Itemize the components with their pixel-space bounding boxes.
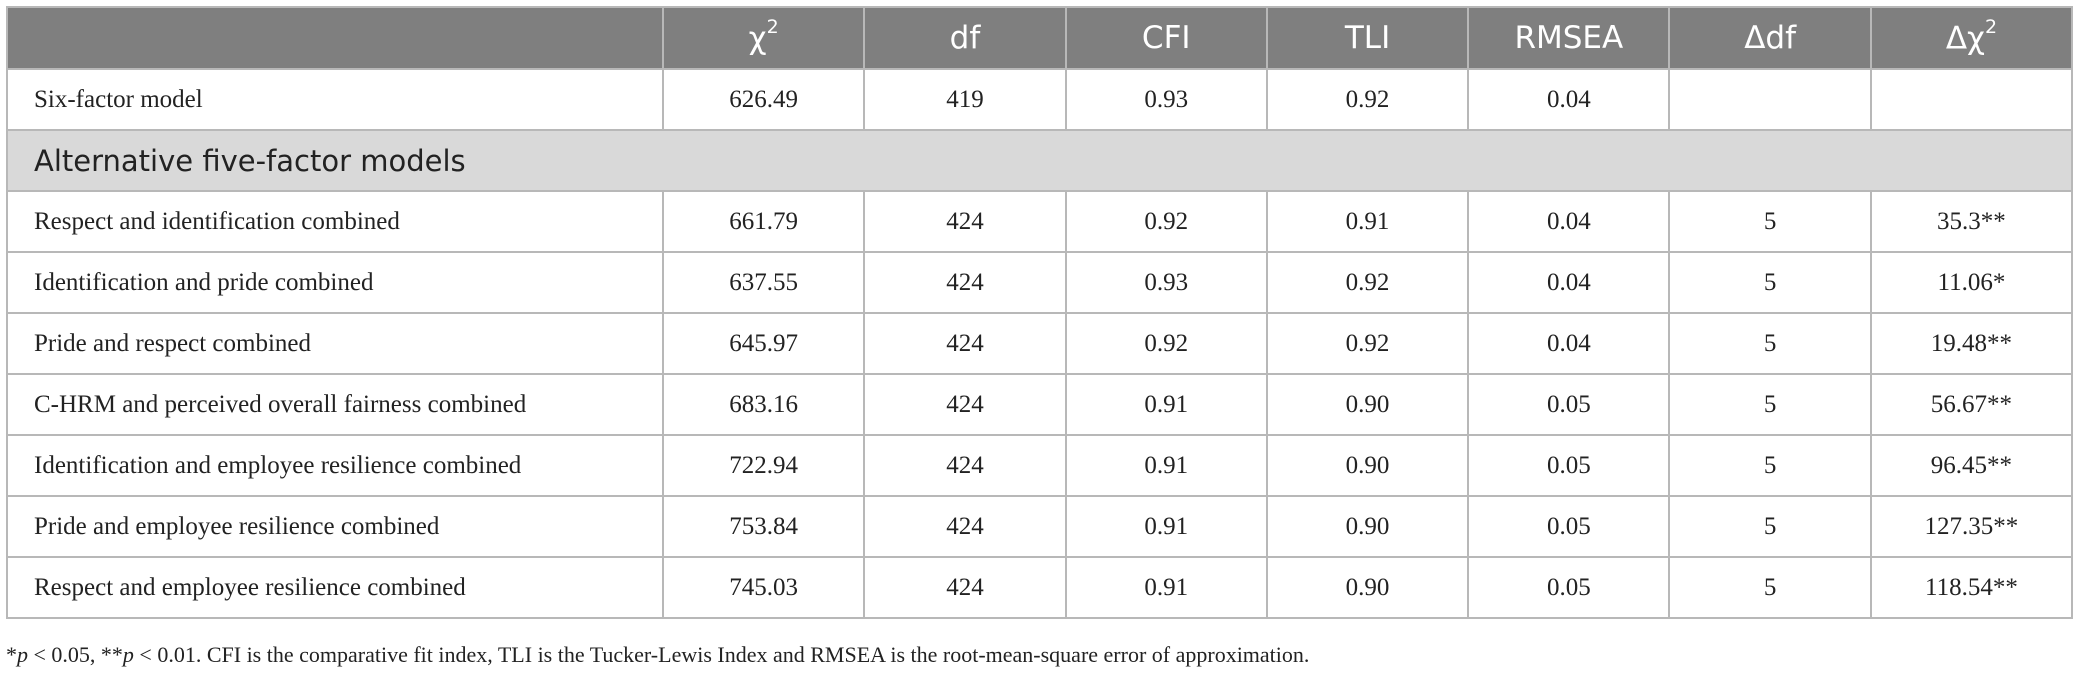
- delta-chi-square-cell: 19.48**: [1869, 312, 2074, 375]
- header-df: df: [863, 6, 1067, 70]
- chi-square-cell: 745.03: [661, 556, 866, 619]
- tli-cell: 0.90: [1265, 373, 1470, 436]
- chi-square-cell: 645.97: [661, 312, 866, 375]
- rmsea-cell: 0.04: [1467, 251, 1671, 314]
- header-cfi: CFI: [1064, 6, 1268, 70]
- delta-df-cell: 5: [1668, 373, 1872, 436]
- model-name-cell: Identification and employee resilience c…: [6, 434, 664, 497]
- model-fit-table: χ2 df CFI TLI RMSEA Δdf Δχ2 Six-factor m…: [5, 6, 2074, 619]
- df-cell: 424: [863, 556, 1067, 619]
- tli-cell: 0.90: [1265, 434, 1470, 497]
- cfi-cell: 0.91: [1064, 556, 1268, 619]
- model-name-cell: Identification and pride combined: [6, 251, 664, 314]
- table-row: Respect and identification combined 661.…: [6, 190, 2074, 253]
- delta-chi-square-cell: 56.67**: [1869, 373, 2074, 436]
- rmsea-cell: 0.05: [1467, 495, 1671, 558]
- header-tli: TLI: [1265, 6, 1470, 70]
- table-row: Pride and respect combined 645.97 424 0.…: [6, 312, 2074, 375]
- df-cell: 424: [863, 434, 1067, 497]
- model-name-cell: Respect and identification combined: [6, 190, 664, 253]
- table-container: χ2 df CFI TLI RMSEA Δdf Δχ2 Six-factor m…: [5, 6, 2074, 619]
- tli-cell: 0.90: [1265, 556, 1470, 619]
- delta-chi-square-cell: 35.3**: [1869, 190, 2074, 253]
- model-name-cell: C-HRM and perceived overall fairness com…: [6, 373, 664, 436]
- rmsea-cell: 0.04: [1467, 312, 1671, 375]
- delta-chi-square-cell: 11.06*: [1869, 251, 2074, 314]
- tli-cell: 0.92: [1265, 68, 1470, 131]
- table-row: Identification and pride combined 637.55…: [6, 251, 2074, 314]
- df-cell: 419: [863, 68, 1067, 131]
- rmsea-cell: 0.05: [1467, 556, 1671, 619]
- delta-df-cell: 5: [1668, 434, 1872, 497]
- chi-square-cell: 683.16: [661, 373, 866, 436]
- tli-cell: 0.92: [1265, 312, 1470, 375]
- df-cell: 424: [863, 495, 1067, 558]
- model-name-cell: Six-factor model: [6, 68, 664, 131]
- cfi-cell: 0.92: [1064, 190, 1268, 253]
- cfi-cell: 0.91: [1064, 373, 1268, 436]
- table-row-baseline: Six-factor model 626.49 419 0.93 0.92 0.…: [6, 68, 2074, 131]
- header-delta-chi-square: Δχ2: [1869, 6, 2074, 70]
- table-row: Identification and employee resilience c…: [6, 434, 2074, 497]
- delta-df-cell: 5: [1668, 251, 1872, 314]
- section-row: Alternative five-factor models: [5, 129, 2074, 192]
- df-cell: 424: [863, 312, 1067, 375]
- delta-df-cell: 5: [1668, 495, 1872, 558]
- header-row: χ2 df CFI TLI RMSEA Δdf Δχ2: [6, 6, 2074, 70]
- delta-df-cell: 5: [1668, 190, 1872, 253]
- rmsea-cell: 0.05: [1467, 373, 1671, 436]
- cfi-cell: 0.93: [1064, 68, 1268, 131]
- delta-chi-square-cell: 96.45**: [1869, 434, 2074, 497]
- chi-square-cell: 753.84: [661, 495, 866, 558]
- delta-chi-square-cell: 118.54**: [1869, 556, 2074, 619]
- header-model: [6, 6, 664, 70]
- model-name-cell: Pride and respect combined: [6, 312, 664, 375]
- table-row: C-HRM and perceived overall fairness com…: [6, 373, 2074, 436]
- table-footnote: *p < 0.05, **p < 0.01. CFI is the compar…: [6, 642, 1310, 667]
- df-cell: 424: [863, 251, 1067, 314]
- chi-square-cell: 722.94: [661, 434, 866, 497]
- header-chi-square: χ2: [661, 6, 866, 70]
- df-cell: 424: [863, 190, 1067, 253]
- chi-square-cell: 661.79: [661, 190, 866, 253]
- table-row: Pride and employee resilience combined 7…: [6, 495, 2074, 558]
- table-row: Respect and employee resilience combined…: [6, 556, 2074, 619]
- cfi-cell: 0.91: [1064, 434, 1268, 497]
- delta-chi-square-cell: [1869, 68, 2074, 131]
- cfi-cell: 0.92: [1064, 312, 1268, 375]
- chi-square-cell: 626.49: [661, 68, 866, 131]
- delta-df-cell: 5: [1668, 312, 1872, 375]
- section-title: Alternative five-factor models: [5, 129, 2074, 192]
- delta-chi-square-cell: 127.35**: [1869, 495, 2074, 558]
- delta-df-cell: 5: [1668, 556, 1872, 619]
- cfi-cell: 0.93: [1064, 251, 1268, 314]
- cfi-cell: 0.91: [1064, 495, 1268, 558]
- model-name-cell: Respect and employee resilience combined: [6, 556, 664, 619]
- model-name-cell: Pride and employee resilience combined: [6, 495, 664, 558]
- rmsea-cell: 0.04: [1467, 190, 1671, 253]
- rmsea-cell: 0.04: [1467, 68, 1671, 131]
- header-rmsea: RMSEA: [1467, 6, 1671, 70]
- chi-square-cell: 637.55: [661, 251, 866, 314]
- delta-df-cell: [1668, 68, 1872, 131]
- header-delta-df: Δdf: [1668, 6, 1872, 70]
- tli-cell: 0.92: [1265, 251, 1470, 314]
- df-cell: 424: [863, 373, 1067, 436]
- tli-cell: 0.90: [1265, 495, 1470, 558]
- rmsea-cell: 0.05: [1467, 434, 1671, 497]
- tli-cell: 0.91: [1265, 190, 1470, 253]
